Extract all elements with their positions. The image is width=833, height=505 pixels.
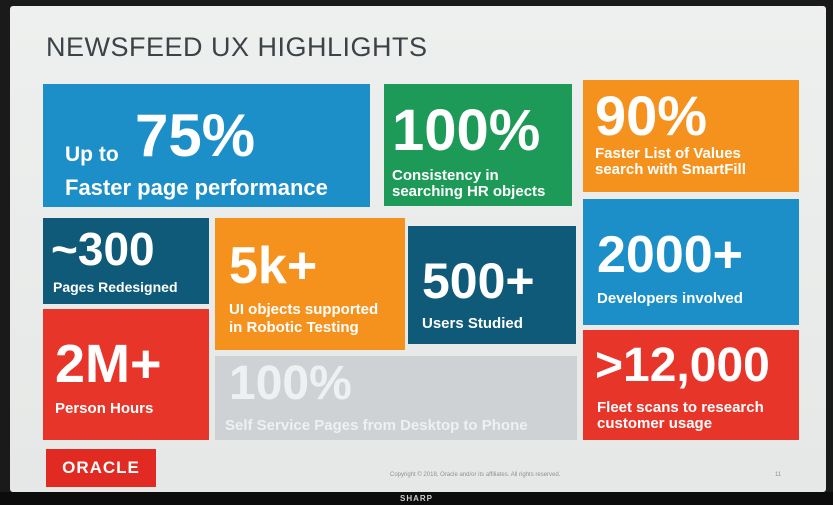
tile-label-line2: searching HR objects [392,183,546,200]
tile-label: Person Hours [55,400,154,417]
tile-value: 90% [595,84,708,147]
tile-value: 75% [135,102,256,169]
tile-label-line2: in Robotic Testing [229,319,359,336]
page-number: 11 [775,472,782,478]
monitor-bezel [0,492,833,505]
tile-pages-redesigned: ~300 Pages Redesigned [43,218,209,304]
tile-developers: 2000+ Developers involved [583,199,799,325]
tile-label: Pages Redesigned [53,279,178,295]
tile-self-service: 100% Self Service Pages from Desktop to … [215,356,577,440]
tile-users-studied: 500+ Users Studied [408,226,576,344]
tile-value: 500+ [422,253,535,309]
tile-value: 100% [229,357,352,410]
tile-label-line1: Fleet scans to research [597,399,764,416]
tile-robotic-testing: 5k+ UI objects supported in Robotic Test… [215,218,405,350]
tile-value: >12,000 [595,339,770,392]
slide: NEWSFEED UX HIGHLIGHTS Up to 75% Faster … [10,6,826,492]
tile-label: Faster page performance [65,175,328,200]
tile-label: Users Studied [422,315,523,332]
tile-consistency: 100% Consistency in searching HR objects [384,84,572,206]
tile-person-hours: 2M+ Person Hours [43,309,209,440]
tile-fleet-scans: >12,000 Fleet scans to research customer… [583,330,799,440]
monitor-brand: SHARP [399,494,433,503]
oracle-logo: ORACLE [46,449,156,487]
tile-label-line1: UI objects supported [229,301,379,318]
copyright-text: Copyright © 2018, Oracle and/or its affi… [390,472,561,478]
tile-value: 5k+ [229,237,318,295]
tile-label: Self Service Pages from Desktop to Phone [225,417,528,434]
tile-label: Developers involved [597,290,743,307]
tile-label-line2: search with SmartFill [595,161,746,178]
slide-title: NEWSFEED UX HIGHLIGHTS [46,32,428,62]
tile-list-of-values: 90% Faster List of Values search with Sm… [583,80,799,192]
tile-value: 2M+ [55,334,162,394]
tile-value: ~300 [51,223,155,275]
tile-label-line1: Consistency in [392,167,499,184]
tile-page-performance: Up to 75% Faster page performance [43,84,370,207]
tile-value: 100% [392,98,541,163]
tile-label-line1: Faster List of Values [595,145,741,162]
tile-prefix: Up to [65,143,119,166]
tile-label-line2: customer usage [597,415,713,432]
tile-value: 2000+ [597,226,744,284]
